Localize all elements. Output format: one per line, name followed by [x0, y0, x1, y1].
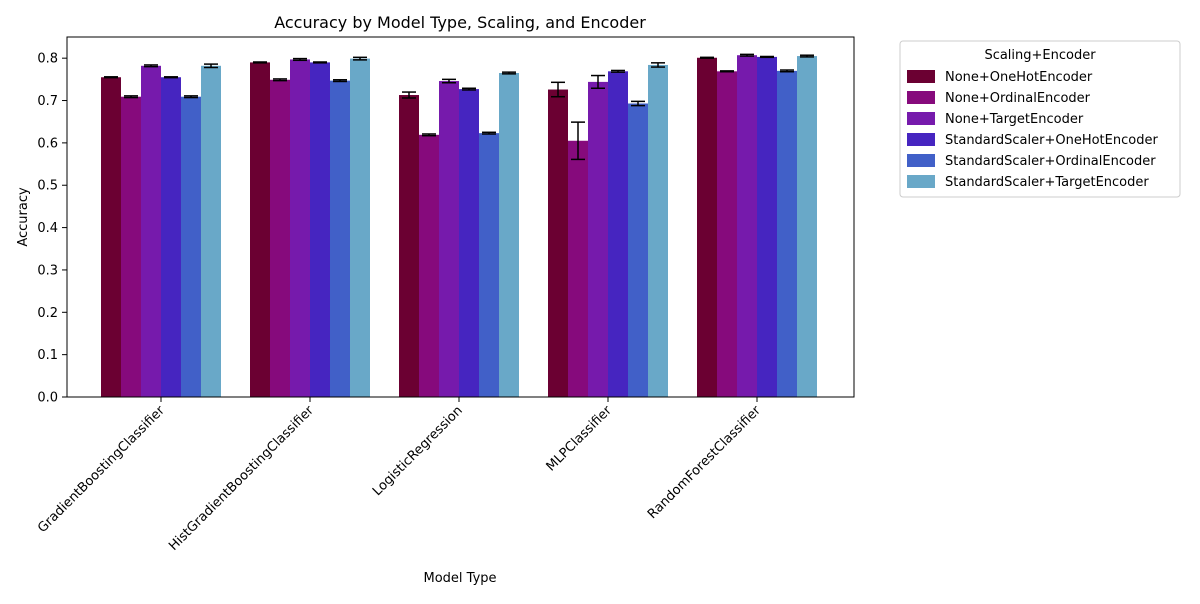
y-tick-label: 0.3: [37, 263, 58, 278]
x-tick-label: RandomForestClassifier: [645, 403, 764, 522]
bar: [121, 96, 141, 397]
error-bars-layer: [104, 53, 814, 161]
bar: [648, 64, 668, 397]
legend: Scaling+Encoder None+OneHotEncoder None+O…: [899, 40, 1181, 198]
legend-swatch: [907, 133, 935, 146]
bar: [479, 133, 499, 397]
bar: [459, 89, 479, 397]
bar: [737, 55, 757, 398]
bar: [697, 57, 717, 398]
x-axis: GradientBoostingClassifierHistGradientBo…: [35, 397, 764, 554]
y-tick-label: 0.0: [37, 391, 58, 406]
bar: [290, 59, 310, 398]
bar: [141, 65, 161, 398]
y-tick-label: 0.1: [37, 348, 58, 363]
bar: [101, 77, 121, 397]
legend-swatch: [907, 91, 935, 104]
y-tick-label: 0.2: [37, 306, 58, 321]
bar: [757, 56, 777, 397]
legend-label: None+OrdinalEncoder: [945, 91, 1091, 106]
bar: [330, 80, 350, 397]
bar: [270, 79, 290, 397]
legend-label: None+OneHotEncoder: [945, 70, 1093, 85]
x-tick-label: HistGradientBoostingClassifier: [166, 403, 317, 554]
bars-layer: [101, 55, 817, 398]
x-tick-label: LogisticRegression: [370, 403, 466, 499]
x-axis-title: Model Type: [423, 571, 496, 586]
bar: [439, 81, 459, 397]
bar: [181, 96, 201, 397]
bar: [161, 77, 181, 397]
legend-swatch: [907, 112, 935, 125]
bar: [250, 62, 270, 397]
y-tick-label: 0.7: [37, 94, 58, 109]
bar: [350, 58, 370, 397]
y-tick-label: 0.8: [37, 52, 58, 67]
y-axis: 0.0 0.1 0.2 0.3 0.4 0.5 0.6 0.7 0.8: [37, 52, 67, 406]
bar: [588, 81, 608, 398]
legend-swatch: [907, 70, 935, 83]
x-tick-label: GradientBoostingClassifier: [35, 403, 168, 536]
bar: [777, 70, 797, 397]
legend-frame: [899, 40, 1181, 198]
plot-frame: [66, 36, 855, 398]
bar: [499, 73, 519, 397]
legend-title: Scaling+Encoder: [984, 48, 1096, 63]
y-tick-label: 0.4: [37, 221, 58, 236]
y-tick-label: 0.6: [37, 136, 58, 151]
bar: [201, 65, 221, 398]
bar: [548, 89, 568, 398]
legend-label: StandardScaler+TargetEncoder: [945, 175, 1149, 190]
bar: [797, 56, 817, 397]
x-tick-label: MLPClassifier: [544, 403, 616, 475]
bar: [310, 62, 330, 397]
bar: [568, 140, 588, 397]
bar: [419, 134, 439, 397]
chart-title: Accuracy by Model Type, Scaling, and Enc…: [274, 13, 646, 32]
legend-swatch: [907, 175, 935, 188]
y-tick-label: 0.5: [37, 179, 58, 194]
legend-label: None+TargetEncoder: [945, 112, 1084, 127]
legend-swatch: [907, 154, 935, 167]
bar: [628, 103, 648, 398]
legend-label: StandardScaler+OrdinalEncoder: [945, 154, 1156, 169]
bar: [399, 95, 419, 397]
legend-label: StandardScaler+OneHotEncoder: [945, 133, 1158, 148]
bar: [608, 71, 628, 398]
y-axis-title: Accuracy: [16, 187, 31, 247]
bar: [717, 71, 737, 398]
